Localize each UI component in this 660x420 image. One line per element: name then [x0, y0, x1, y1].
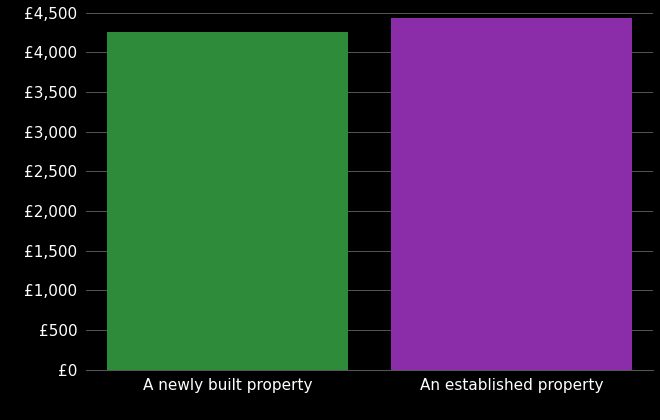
Bar: [391, 18, 632, 370]
Bar: [107, 32, 348, 370]
